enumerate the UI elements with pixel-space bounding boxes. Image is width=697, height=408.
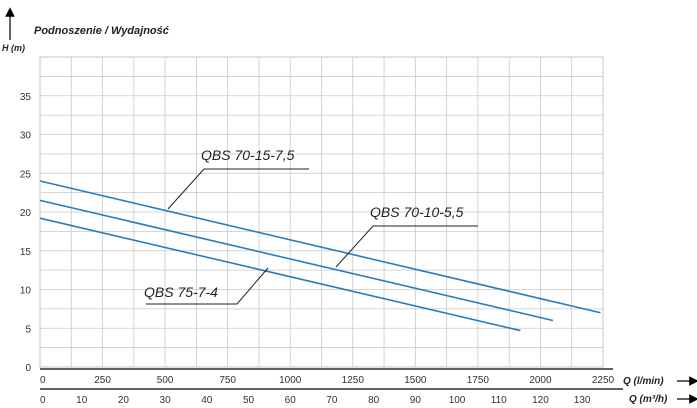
annotation-qbs-70-10: QBS 70-10-5,5 xyxy=(370,204,464,220)
chart-title: Podnoszenie / Wydajność xyxy=(34,25,170,37)
series-line-0 xyxy=(39,180,601,314)
annotation-qbs-70-15: QBS 70-15-7,5 xyxy=(201,147,295,163)
x-tick-label: 500 xyxy=(157,375,174,386)
x2-tick-label: 80 xyxy=(368,395,380,406)
x2-tick-label: 100 xyxy=(449,395,466,406)
series-line-1 xyxy=(39,199,554,322)
series-line-2 xyxy=(39,217,521,332)
x-tick-label: 250 xyxy=(94,375,111,386)
annotation-leader-qbs-75-7 xyxy=(146,267,269,305)
x2-axis-label: Q (m³/h) xyxy=(629,394,668,405)
y-tick-labels: 0 5 10 15 20 25 30 35 xyxy=(20,92,32,374)
y-tick-label: 10 xyxy=(20,286,32,297)
y-tick-label: 30 xyxy=(20,131,32,142)
x2-tick-label: 130 xyxy=(574,395,591,406)
x2-tick-label: 20 xyxy=(118,395,130,406)
x-tick-label: 1500 xyxy=(404,375,427,386)
grid xyxy=(39,56,623,390)
x2-tick-label: 110 xyxy=(491,395,507,406)
x2-tick-label: 60 xyxy=(285,395,297,406)
x-axis-label: Q (l/min) xyxy=(623,376,664,387)
annotation-qbs-75-7: QBS 75-7-4 xyxy=(144,284,218,300)
x-tick-label: 1000 xyxy=(279,375,302,386)
series-lines xyxy=(39,180,601,332)
y-axis-label: H (m) xyxy=(2,43,25,53)
y-tick-label: 5 xyxy=(25,324,31,335)
x2-tick-label: 90 xyxy=(410,395,422,406)
y-tick-label: 0 xyxy=(25,363,31,374)
x-tick-labels: 0 250 500 750 1000 1250 1500 1750 2000 2250 xyxy=(40,375,615,386)
x2-tick-label: 40 xyxy=(201,395,213,406)
x-tick-label: 2250 xyxy=(592,375,615,386)
x-tick-label: 1750 xyxy=(467,375,490,386)
annotation-leader-qbs-70-10 xyxy=(335,225,478,268)
x-tick-label: 750 xyxy=(219,375,236,386)
x2-tick-label: 120 xyxy=(532,395,549,406)
x-tick-label: 0 xyxy=(40,375,46,386)
y-tick-label: 20 xyxy=(20,208,32,219)
x2-tick-label: 70 xyxy=(326,395,338,406)
x2-tick-labels: 0 10 20 30 40 50 60 70 80 90 100 110 120 130 xyxy=(40,395,591,406)
y-tick-label: 35 xyxy=(20,92,32,103)
y-tick-label: 15 xyxy=(20,247,32,258)
y-tick-label: 25 xyxy=(20,169,32,180)
annotation-leader-qbs-70-15 xyxy=(167,168,309,210)
x-tick-label: 2000 xyxy=(529,375,552,386)
x2-tick-label: 10 xyxy=(76,395,88,406)
x2-tick-label: 30 xyxy=(160,395,172,406)
x-tick-label: 1250 xyxy=(342,375,365,386)
x2-tick-label: 0 xyxy=(40,395,46,406)
x2-tick-label: 50 xyxy=(243,395,255,406)
